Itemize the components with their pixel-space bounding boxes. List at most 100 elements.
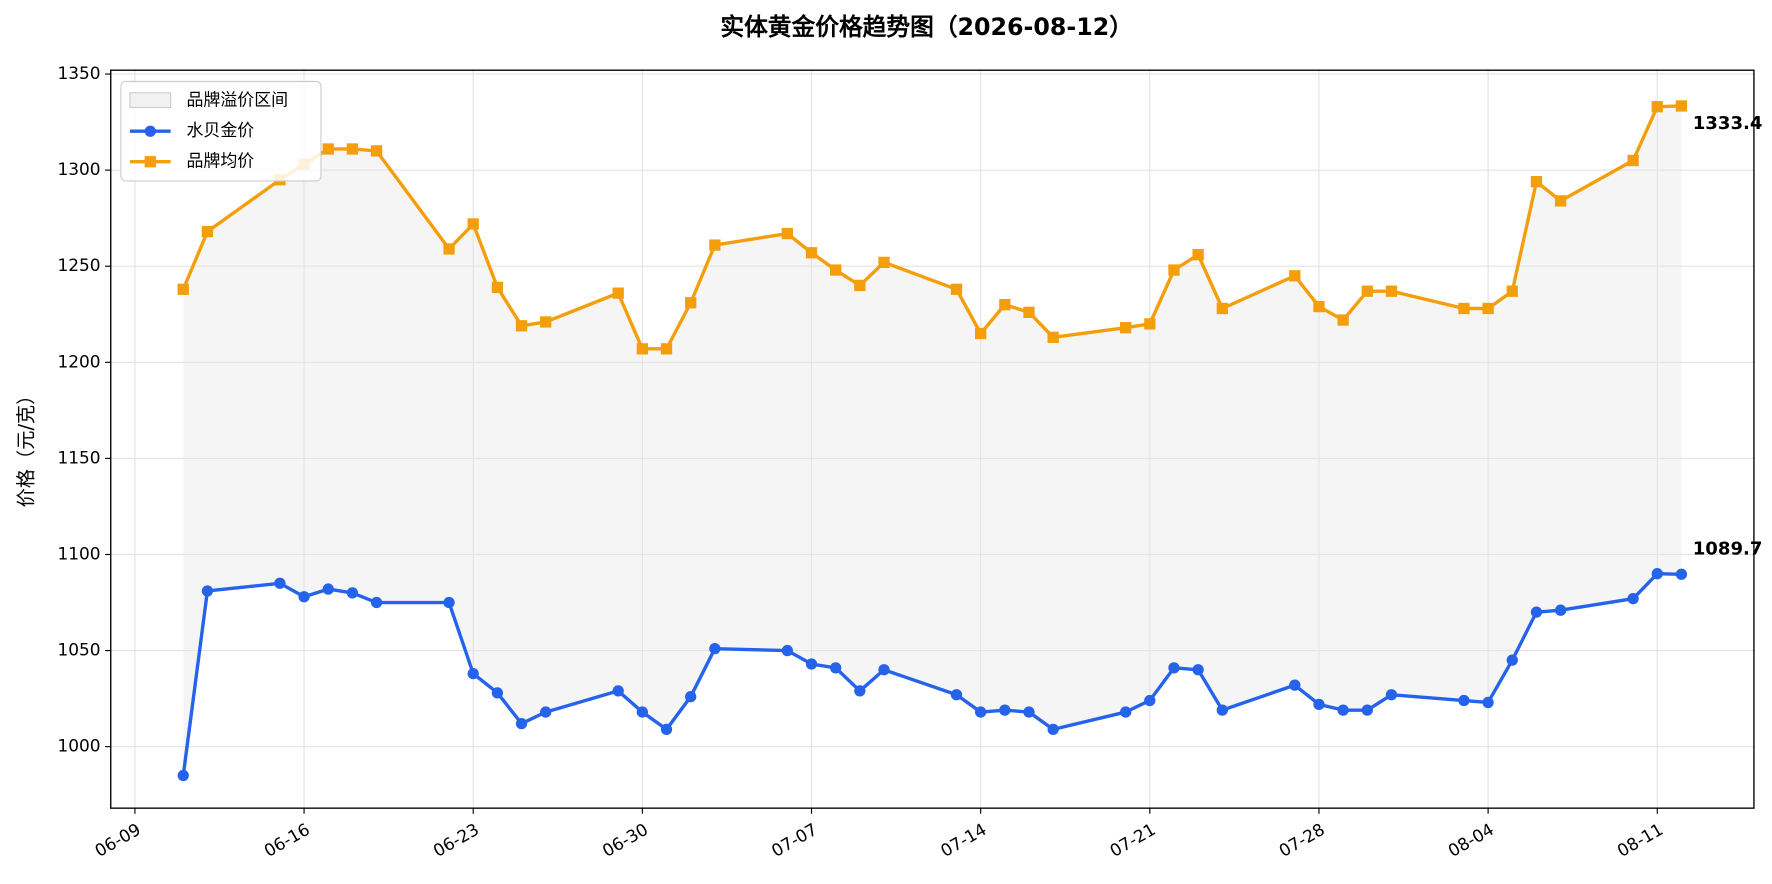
- marker: [1144, 318, 1156, 330]
- marker: [274, 577, 286, 589]
- marker: [1361, 704, 1373, 716]
- chart-title: 实体黄金价格趋势图（2026-08-12）: [720, 13, 1133, 41]
- marker: [346, 143, 359, 155]
- x-tick-label: 06-09: [91, 819, 144, 861]
- marker: [636, 706, 649, 718]
- marker: [612, 287, 624, 299]
- marker: [999, 299, 1011, 311]
- marker: [709, 239, 721, 251]
- x-tick-label: 06-16: [260, 819, 313, 861]
- marker: [1047, 331, 1059, 343]
- x-tick-label: 08-11: [1614, 819, 1667, 861]
- marker: [1337, 704, 1349, 716]
- marker: [878, 664, 890, 676]
- marker: [1651, 101, 1663, 113]
- marker: [1289, 679, 1301, 691]
- legend-label: 水贝金价: [186, 120, 254, 140]
- marker: [805, 658, 818, 670]
- end-value-label: 1089.7: [1693, 538, 1763, 559]
- marker: [1506, 654, 1518, 666]
- premium-band: [183, 105, 1682, 776]
- marker: [491, 687, 504, 699]
- legend-label: 品牌溢价区间: [186, 90, 288, 110]
- y-tick-label: 1300: [57, 159, 100, 179]
- y-axis-label: 价格（元/克）: [15, 386, 38, 508]
- marker: [1651, 568, 1663, 580]
- marker: [322, 583, 334, 595]
- marker: [1530, 176, 1543, 188]
- marker: [1506, 285, 1518, 297]
- marker: [1168, 662, 1180, 674]
- marker: [1530, 606, 1543, 618]
- y-tick-label: 1100: [57, 543, 100, 563]
- x-tick-label: 07-14: [937, 819, 990, 861]
- marker: [1023, 706, 1035, 718]
- marker: [1385, 689, 1398, 701]
- marker: [781, 644, 793, 657]
- y-tick-label: 1000: [57, 736, 100, 756]
- marker: [1144, 694, 1156, 707]
- marker: [201, 225, 214, 238]
- x-tick-label: 07-28: [1275, 819, 1328, 861]
- marker: [975, 706, 987, 718]
- y-tick-label: 1200: [57, 351, 100, 371]
- marker: [1675, 100, 1688, 112]
- plot-frame: [110, 69, 1755, 809]
- marker: [854, 685, 866, 697]
- marker: [1554, 195, 1567, 207]
- marker: [515, 320, 528, 332]
- marker: [370, 145, 383, 157]
- legend-swatch: [129, 92, 172, 109]
- marker: [660, 343, 673, 355]
- marker: [830, 264, 842, 276]
- marker: [1216, 704, 1228, 716]
- marker: [660, 723, 673, 736]
- marker: [975, 327, 987, 340]
- marker: [370, 596, 383, 609]
- marker: [854, 279, 866, 292]
- marker: [1192, 664, 1204, 676]
- marker: [709, 642, 721, 655]
- marker: [781, 227, 793, 240]
- marker: [1047, 723, 1059, 736]
- marker: [1554, 604, 1567, 616]
- marker: [685, 691, 697, 703]
- marker: [1627, 154, 1639, 167]
- marker: [1458, 302, 1470, 315]
- marker: [1482, 696, 1494, 709]
- marker: [467, 667, 479, 680]
- marker: [636, 343, 649, 355]
- marker: [1675, 568, 1688, 580]
- x-tick-label: 07-07: [768, 819, 821, 861]
- marker: [1313, 300, 1325, 313]
- marker: [1119, 706, 1132, 718]
- legend-marker: [144, 125, 156, 137]
- marker: [177, 769, 189, 782]
- marker: [491, 281, 504, 294]
- marker: [322, 143, 334, 155]
- marker: [950, 689, 963, 701]
- marker: [177, 283, 189, 295]
- x-tick-label: 08-04: [1445, 819, 1498, 861]
- marker: [443, 243, 455, 255]
- marker: [298, 591, 310, 603]
- x-tick-label: 06-23: [430, 819, 483, 861]
- y-tick-label: 1150: [57, 447, 100, 467]
- marker: [878, 256, 890, 269]
- marker: [1361, 285, 1373, 297]
- marker: [1168, 264, 1180, 276]
- marker: [540, 316, 552, 328]
- marker: [1192, 249, 1204, 261]
- marker: [999, 704, 1011, 716]
- marker: [1337, 314, 1349, 326]
- marker: [1289, 270, 1301, 282]
- y-tick-label: 1350: [57, 63, 100, 83]
- marker: [1119, 322, 1132, 334]
- marker: [950, 283, 963, 295]
- marker: [515, 717, 528, 730]
- x-tick-label: 06-30: [599, 819, 652, 861]
- marker: [805, 247, 818, 259]
